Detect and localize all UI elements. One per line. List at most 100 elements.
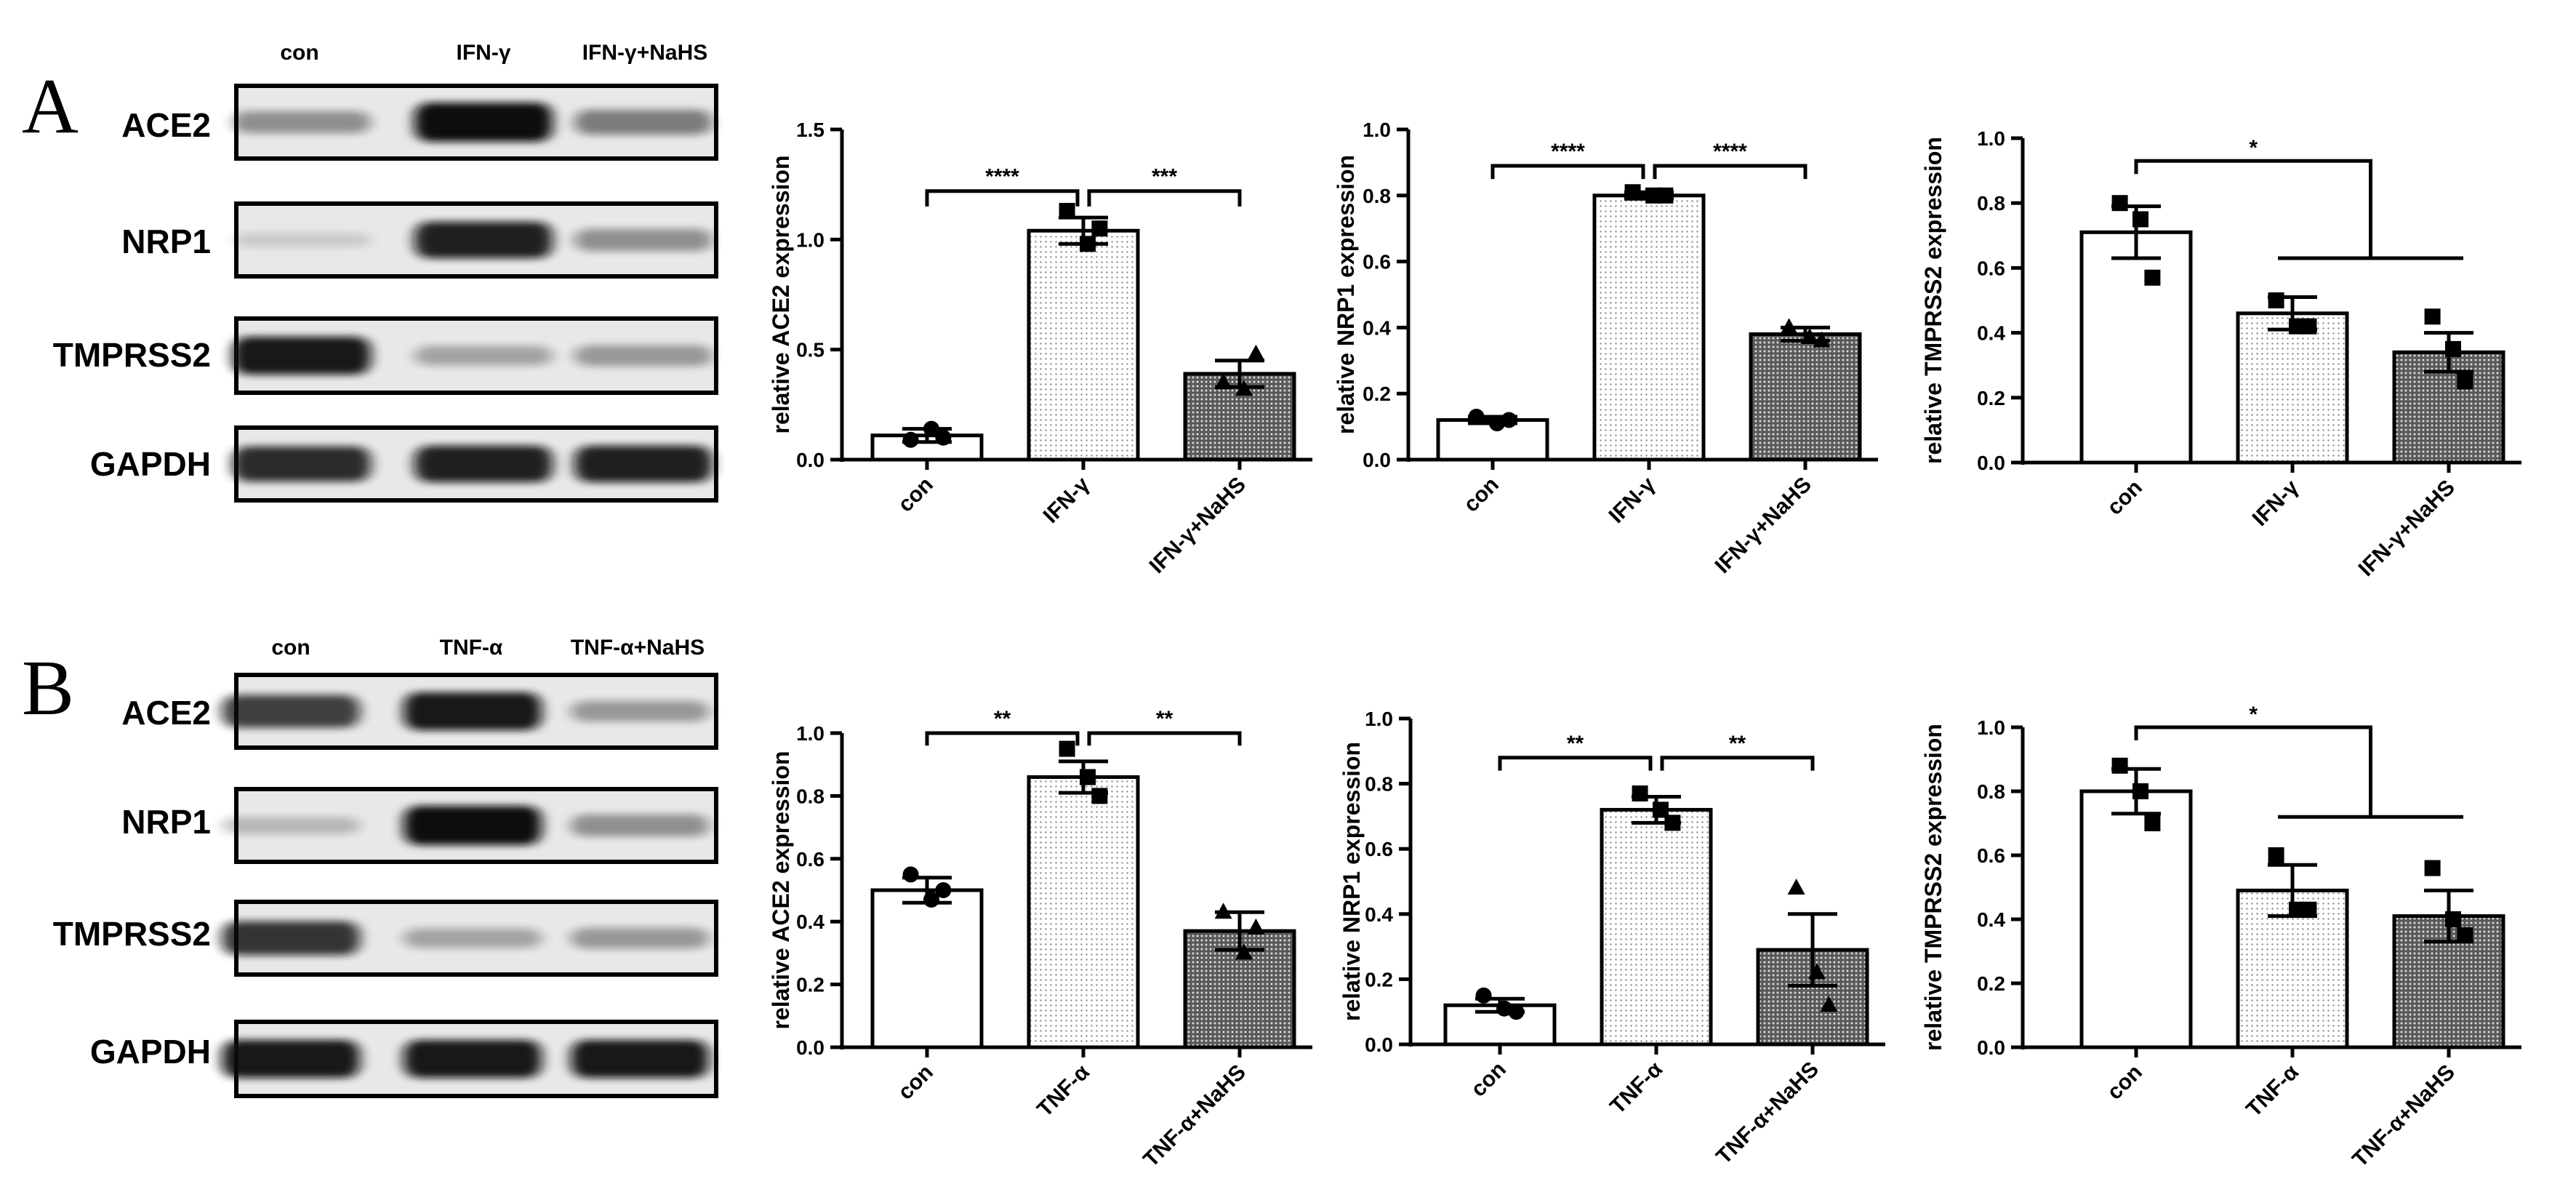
sig-bracket-1 (1087, 189, 1242, 207)
x-tick-label-2: TNF-α+NaHS (2348, 1060, 2460, 1172)
y-tick-label-1: 0.2 (1977, 972, 2005, 995)
lane-label-b-con: con (271, 636, 310, 660)
y-tick-label-3: 0.6 (796, 848, 824, 871)
band-ace2-lane-2 (574, 109, 713, 135)
data-point-2-2 (1813, 331, 1831, 348)
protein-label-a-tmprss2: TMPRSS2 (53, 336, 211, 374)
y-tick-label-5: 1.0 (1363, 119, 1391, 141)
y-tick-label-3: 0.6 (1977, 257, 2005, 279)
y-axis-label: relative NRP1 expression (1339, 742, 1365, 1021)
x-tick-label-0: con (2103, 476, 2147, 520)
y-tick-label-5: 1.0 (1365, 708, 1393, 730)
data-point-0-0 (1468, 408, 1485, 425)
sig-label-1: **** (1713, 140, 1747, 164)
band-gapdh-lane-2 (571, 1039, 709, 1079)
sig-bracket-1 (1653, 164, 1807, 180)
y-tick-label-0: 0.0 (1365, 1033, 1393, 1056)
chart-a-ace2: 0.0 0.5 1.0 1.5 con IFN-γ IFN-γ+NaHS relative A… (768, 119, 1312, 578)
x-tick-label-1: TNF-α (1605, 1057, 1667, 1119)
band-nrp1-lane-2 (571, 814, 709, 837)
sig-bracket-0 (1498, 756, 1653, 771)
x-tick-label-1: TNF-α (1032, 1060, 1094, 1121)
sig-label-0: **** (985, 165, 1019, 189)
y-tick-label-2: 0.4 (1365, 903, 1393, 926)
sig-label-1: ** (1729, 732, 1746, 756)
chart-b-ace2: 0.0 0.2 0.4 0.6 0.8 1.0 con TNF-α TNF-α+NaHS rela… (768, 707, 1312, 1172)
protein-label-a-ace2: ACE2 (121, 106, 211, 144)
data-point-2-0 (2424, 860, 2441, 876)
bar-con (2079, 230, 2193, 465)
x-tick-label-2: IFN-γ+NaHS (1711, 473, 1816, 578)
y-tick-label-2: 0.4 (1977, 908, 2005, 931)
protein-label-a-gapdh: GAPDH (90, 445, 211, 483)
data-point-2-2 (1247, 344, 1265, 361)
x-tick-label-0: con (1459, 473, 1504, 517)
chart-a-nrp1: 0.0 0.2 0.4 0.6 0.8 1.0 con IFN-γ IFN-γ+NaHS rela… (1333, 119, 1878, 578)
y-tick-label-2: 0.4 (1363, 316, 1391, 339)
data-point-0-0 (2111, 195, 2128, 212)
y-tick-label-3: 0.6 (1977, 844, 2005, 867)
band-nrp1-lane-1 (414, 221, 553, 259)
band-tmprss2-lane-0 (222, 921, 360, 956)
protein-label-b-gapdh: GAPDH (90, 1033, 211, 1071)
y-tick-label-1: 0.2 (1977, 387, 2005, 409)
protein-label-b-tmprss2: TMPRSS2 (53, 915, 211, 953)
y-tick-label-5: 1.0 (796, 722, 824, 745)
bar-IFN-γ (1592, 193, 1706, 462)
bar-con (2079, 789, 2193, 1049)
data-point-2-0 (1214, 373, 1232, 390)
bar-TNF-α (1600, 807, 1713, 1047)
band-tmprss2-lane-2 (574, 345, 713, 367)
data-point-1-0 (1632, 785, 1648, 802)
band-ace2-lane-1 (404, 692, 542, 731)
data-point-1-1 (1080, 236, 1096, 252)
y-tick-label-1: 0.5 (796, 339, 824, 361)
y-axis-label: relative ACE2 expression (768, 156, 794, 434)
y-tick-label-0: 0.0 (796, 1036, 824, 1059)
lane-label-a-con: con (280, 41, 318, 65)
y-tick-label-3: 1.5 (796, 119, 824, 141)
data-point-0-0 (902, 866, 919, 883)
band-gapdh-lane-0 (222, 1039, 360, 1079)
x-tick-label-1: IFN-γ (1039, 472, 1095, 528)
lane-label-b-tnf-nahs: TNF-α+NaHS (571, 636, 705, 660)
band-gapdh-lane-1 (414, 445, 553, 483)
data-point-2-1 (1235, 380, 1253, 396)
data-point-1-0 (2268, 847, 2284, 863)
y-tick-label-0: 0.0 (1977, 1036, 2005, 1059)
data-point-1-2 (1664, 815, 1681, 831)
y-tick-label-2: 0.4 (1977, 322, 2005, 345)
y-tick-label-1: 0.2 (1363, 383, 1391, 405)
band-tmprss2-lane-1 (414, 345, 553, 366)
sig-bracket-0 (925, 189, 1080, 207)
protein-label-b-ace2: ACE2 (121, 694, 211, 732)
sig-label-1: *** (1152, 165, 1177, 189)
data-point-1-0 (1059, 202, 1075, 219)
data-point-2-1 (2445, 340, 2461, 357)
x-tick-label-1: IFN-γ (2248, 475, 2304, 531)
data-point-0-1 (2132, 783, 2148, 799)
data-point-0-1 (923, 891, 939, 908)
data-point-1-2 (1091, 220, 1108, 237)
x-tick-label-2: TNF-α+NaHS (1712, 1057, 1823, 1169)
band-tmprss2-lane-1 (404, 928, 542, 948)
y-tick-label-4: 0.8 (1977, 780, 2005, 803)
data-point-0-1 (2132, 211, 2148, 228)
band-nrp1-lane-0 (233, 233, 371, 247)
band-gapdh-lane-2 (574, 445, 713, 483)
data-point-2-2 (1247, 918, 1265, 935)
band-tmprss2-lane-0 (233, 336, 371, 375)
chart-b-tmprss2: 0.0 0.2 0.4 0.6 0.8 1.0 con TNF-α TNF-α+NaHS rela… (1920, 703, 2521, 1172)
data-point-0-2 (1508, 1004, 1525, 1020)
bar-IFN-γ (1027, 228, 1140, 462)
data-point-2-0 (1214, 903, 1232, 919)
sig-label-0: ** (1567, 732, 1584, 756)
sig-label-0: * (2249, 136, 2258, 160)
band-nrp1-lane-2 (574, 228, 713, 252)
data-point-1-1 (1080, 769, 1096, 785)
y-tick-label-5: 1.0 (1977, 127, 2005, 150)
data-point-0-0 (902, 431, 919, 448)
panel-letter-a: A (22, 63, 79, 150)
chart-a-tmprss2: 0.0 0.2 0.4 0.6 0.8 1.0 con IFN-γ IFN-γ+NaHS rela… (1920, 127, 2521, 581)
